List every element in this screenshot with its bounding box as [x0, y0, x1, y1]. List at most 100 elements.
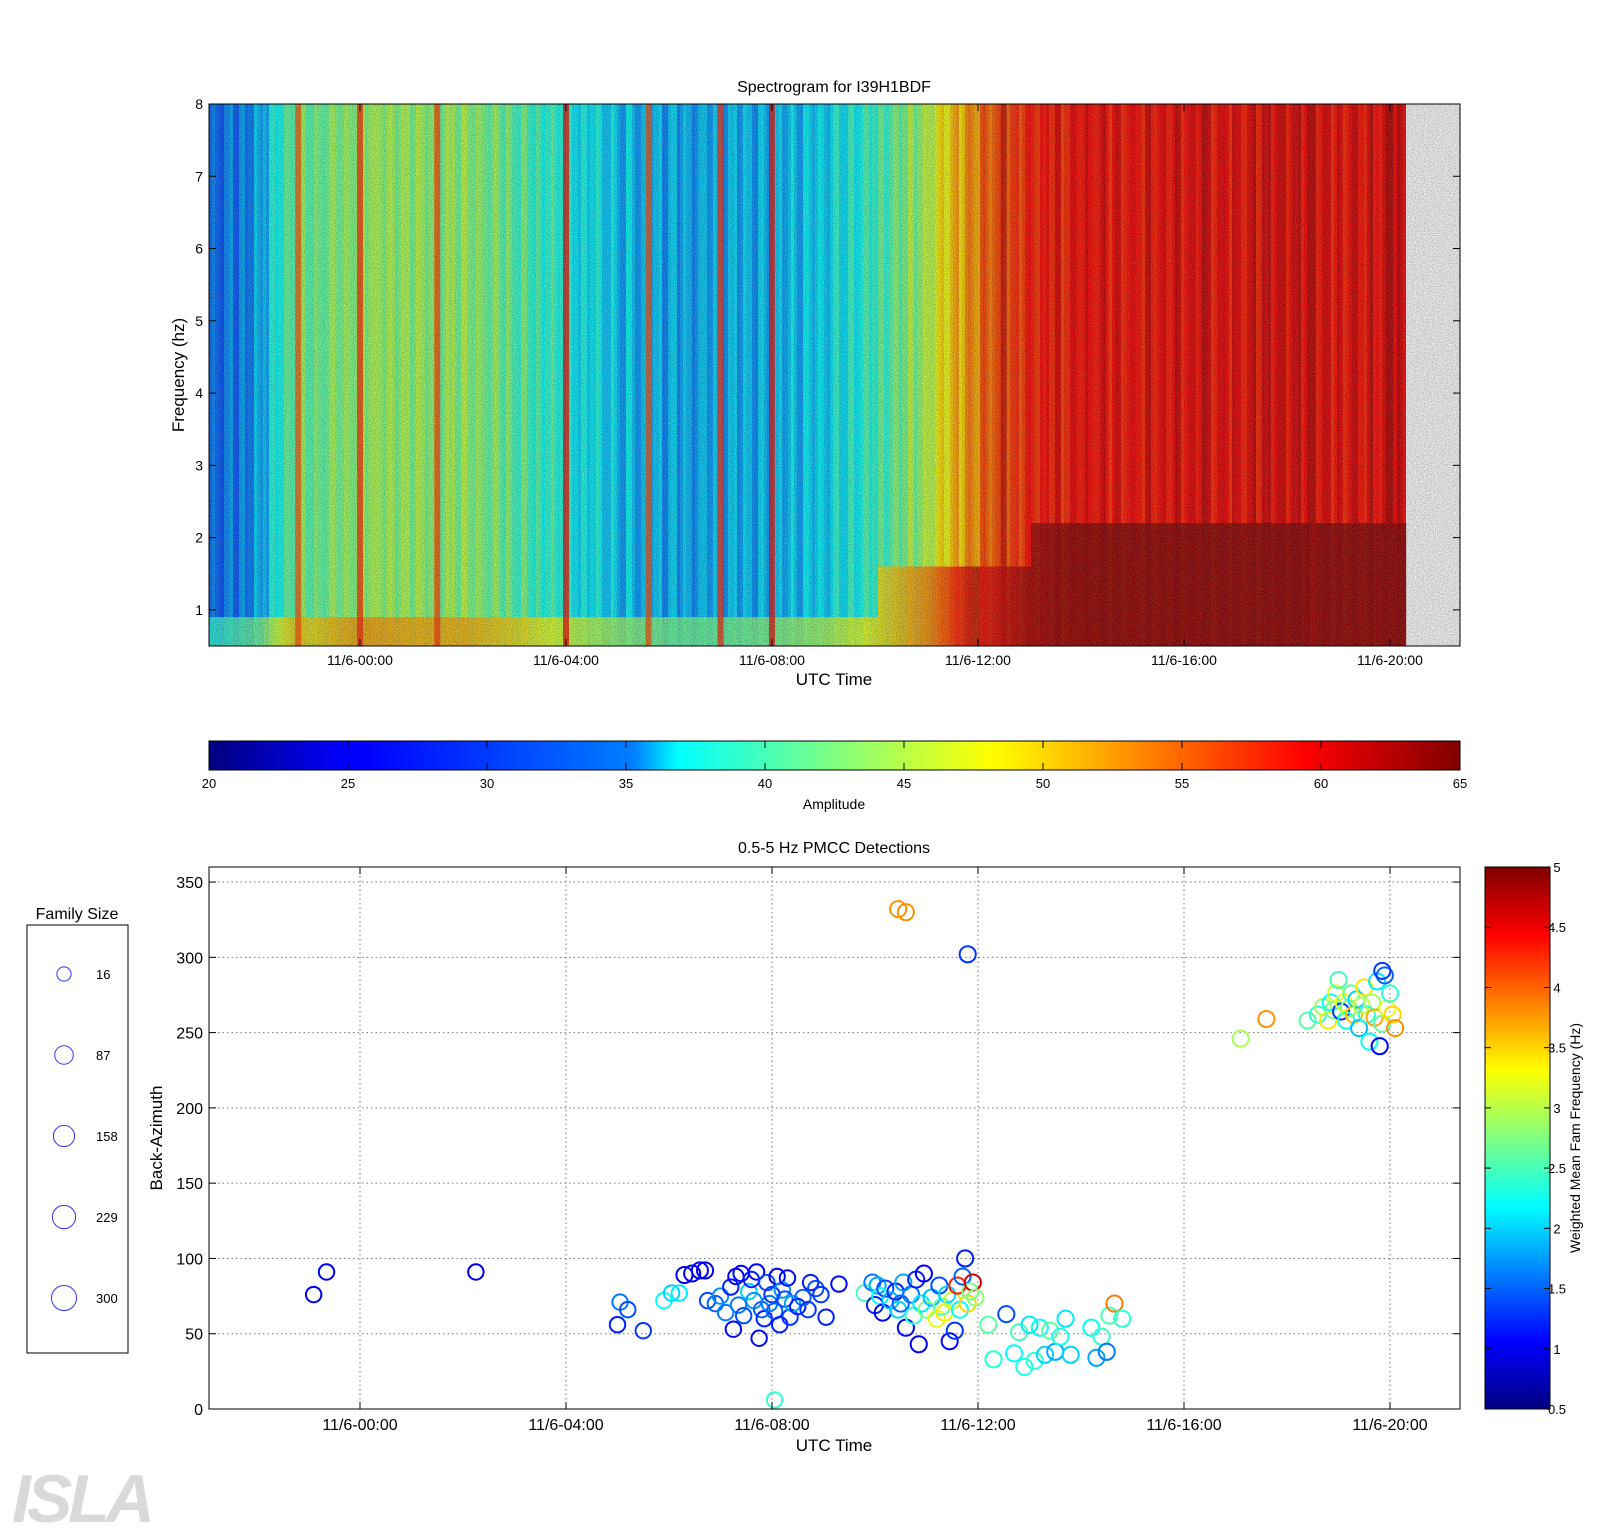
legend-marker: [51, 1204, 77, 1230]
detections-x-tick-label: 11/6-12:00: [940, 1417, 1015, 1434]
frequency-colorbar-tick-label: 1: [1553, 1342, 1560, 1357]
detection-point: [1082, 1318, 1101, 1337]
spectrogram-y-label: Frequency (hz): [169, 318, 188, 432]
detections-y-tick-label: 350: [176, 875, 203, 892]
detection-point: [695, 1261, 715, 1280]
frequency-colorbar-tick-label: 1.5: [1548, 1282, 1566, 1297]
spectrogram-panel: Spectrogram for I39H1BDF 1 2 3 4 5 6 7 8 11/6-0…: [169, 79, 1461, 689]
amplitude-colorbar-tick-label: 65: [1453, 776, 1467, 791]
spectrogram-y-tick-label: 5: [195, 313, 203, 329]
detection-point: [1332, 1002, 1351, 1021]
detections-y-tick-label: 250: [176, 1026, 203, 1043]
detection-point: [722, 1278, 740, 1296]
spectrogram-x-tick-label: 11/6-00:00: [327, 652, 393, 668]
frequency-colorbar-tick-label: 2: [1553, 1221, 1560, 1236]
detections-x-label: UTC Time: [796, 1436, 873, 1455]
legend-label: 87: [96, 1048, 110, 1063]
amplitude-colorbar-ticks: 20 25 30 35 40 45 50 55 60 65: [202, 741, 1467, 791]
detection-point: [1298, 1011, 1317, 1030]
detection-point: [1383, 1005, 1402, 1024]
detection-point: [1004, 1344, 1024, 1363]
detection-point: [1319, 1011, 1338, 1030]
detection-point: [670, 1284, 689, 1302]
amplitude-colorbar-tick-label: 30: [480, 776, 494, 791]
spectrogram-x-tick-label: 11/6-20:00: [1357, 652, 1423, 668]
spectrogram-y-tick-label: 1: [195, 602, 203, 618]
legend-title: Family Size: [36, 906, 119, 923]
amplitude-colorbar-gradient: [208, 740, 1461, 771]
detection-point: [799, 1300, 817, 1319]
amplitude-colorbar-tick-label: 20: [202, 776, 216, 791]
spectrogram-x-label: UTC Time: [796, 670, 873, 689]
frequency-colorbar-tick-label: 2.5: [1548, 1161, 1566, 1176]
detection-point: [868, 1276, 887, 1295]
amplitude-colorbar-tick-label: 55: [1175, 776, 1189, 791]
legend-marker: [54, 1045, 74, 1065]
detection-point: [961, 1282, 980, 1301]
detection-point: [1350, 1019, 1369, 1038]
spectrogram-x-tick-label: 11/6-04:00: [533, 652, 599, 668]
detection-point: [634, 1321, 652, 1340]
detection-point: [1056, 1309, 1075, 1328]
amplitude-colorbar-label: Amplitude: [803, 796, 865, 812]
spectrogram-y-tick-label: 8: [195, 96, 203, 112]
spectrogram-axes-box: [208, 103, 1461, 647]
detection-point: [467, 1263, 485, 1281]
legend-label: 229: [96, 1210, 118, 1225]
detection-point: [1321, 993, 1340, 1012]
detection-point: [940, 1332, 959, 1351]
frequency-colorbar-tick-label: 0.5: [1548, 1402, 1566, 1417]
detection-point: [1041, 1321, 1060, 1340]
detections-y-tick-label: 50: [185, 1327, 203, 1344]
detection-point: [1386, 1019, 1405, 1038]
detections-y-tick-label: 100: [176, 1251, 203, 1268]
detection-point: [1357, 1005, 1376, 1024]
detection-point: [1257, 1010, 1276, 1029]
amplitude-colorbar-tick-label: 50: [1036, 776, 1050, 791]
detection-point: [1380, 984, 1400, 1003]
detection-point: [891, 1294, 910, 1313]
detection-point: [1100, 1306, 1119, 1325]
detections-x-tick-label: 11/6-00:00: [322, 1417, 397, 1434]
detections-axes-box: [208, 866, 1461, 1410]
detection-point: [724, 1320, 743, 1338]
detection-point: [953, 1267, 972, 1286]
legend-marker: [56, 966, 72, 982]
amplitude-colorbar-tick-label: 35: [619, 776, 633, 791]
detection-point: [1030, 1318, 1049, 1337]
frequency-colorbar-label: Weighted Mean Fam Frequency (Hz): [1567, 1023, 1583, 1253]
spectrogram-x-tick-label: 11/6-16:00: [1151, 652, 1217, 668]
detection-point: [938, 1285, 957, 1304]
detection-point: [817, 1308, 835, 1326]
spectrogram-x-ticks: 11/6-00:00 11/6-04:00 11/6-08:00 11/6-12:00…: [327, 104, 1423, 668]
detection-point: [1020, 1315, 1039, 1334]
detection-point: [1370, 1037, 1389, 1056]
amplitude-colorbar-tick-label: 45: [897, 776, 911, 791]
detections-y-tick-label: 0: [194, 1402, 203, 1419]
legend-label: 300: [96, 1291, 118, 1306]
detection-point: [1035, 1345, 1055, 1364]
detection-point: [1360, 1032, 1379, 1051]
isla-logo-text: ISLA: [12, 1468, 151, 1528]
detection-point: [801, 1273, 820, 1292]
legend-marker: [52, 1124, 76, 1148]
detections-y-tick-label: 300: [176, 950, 203, 967]
amplitude-colorbar-tick-label: 25: [341, 776, 355, 791]
frequency-colorbar-tick-label: 4: [1553, 980, 1560, 995]
detection-point: [789, 1297, 807, 1316]
detection-point: [979, 1315, 998, 1334]
detection-point: [1352, 996, 1371, 1015]
detections-x-tick-label: 11/6-16:00: [1146, 1417, 1221, 1434]
spectrogram-y-tick-label: 7: [195, 168, 203, 184]
detection-point: [729, 1296, 748, 1314]
detection-point: [1061, 1345, 1080, 1364]
detection-point: [690, 1261, 709, 1280]
detection-point: [1025, 1351, 1044, 1370]
spectrogram-y-tick-label: 3: [195, 457, 203, 473]
detection-point: [778, 1269, 797, 1287]
detections-points: [304, 900, 1405, 1409]
detection-point: [608, 1315, 627, 1334]
isla-logo: ISLA: [12, 1468, 155, 1528]
detections-panel: 0.5-5 Hz PMCC Detections 0 50 100 150 200 250…: [147, 840, 1461, 1455]
legend-marker: [51, 1285, 77, 1311]
